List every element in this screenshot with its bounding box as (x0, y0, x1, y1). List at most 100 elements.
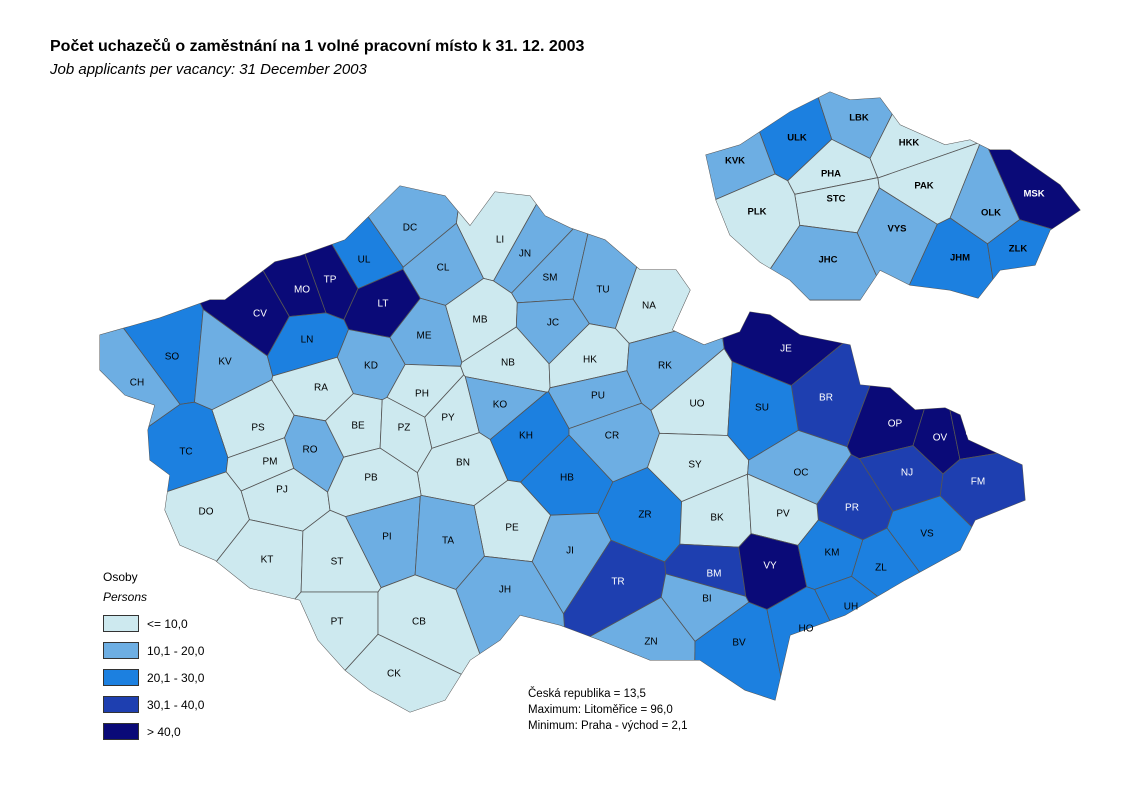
district-label: BI (702, 594, 711, 605)
district-label: PM (263, 457, 278, 468)
legend-item: <= 10,0 (103, 610, 204, 637)
district-label: PT (331, 617, 344, 628)
legend-item: 20,1 - 30,0 (103, 664, 204, 691)
district-label: KO (493, 400, 508, 411)
district-label: PJ (276, 485, 288, 496)
legend-label: 30,1 - 40,0 (147, 697, 205, 712)
district-label: CV (253, 309, 267, 320)
region-label: JHC (818, 255, 837, 266)
district-label: MO (294, 285, 310, 296)
region-label: HKK (899, 138, 920, 149)
district-label: SY (688, 460, 702, 471)
district-label: RK (658, 361, 672, 372)
district-labels: DC LI JN UL TP MO CV LT CL SM TU NA MB JC SO KV CH LN ME KD… (130, 223, 985, 680)
district-label: ZL (875, 563, 887, 574)
district-label: NJ (901, 468, 913, 479)
district-label: JN (519, 249, 531, 260)
district-label: UL (358, 255, 371, 266)
region-label: VYS (887, 224, 906, 235)
region-label: PHA (821, 169, 841, 180)
district-label: NA (642, 301, 656, 312)
district-label: KM (825, 548, 840, 559)
legend-label: 20,1 - 30,0 (147, 670, 205, 685)
region-label: PAK (914, 181, 933, 192)
legend-item: 10,1 - 20,0 (103, 637, 204, 664)
district-label: OV (933, 433, 948, 444)
legend-label: 10,1 - 20,0 (147, 643, 205, 658)
district-label: BE (351, 421, 365, 432)
map-subtitle: Job applicants per vacancy: 31 December … (50, 61, 367, 78)
district-label: BR (819, 393, 833, 404)
district-label: JH (499, 585, 511, 596)
district-label: ZN (644, 637, 657, 648)
district-label: PS (251, 423, 265, 434)
district-label: LI (496, 235, 504, 246)
district-label: ZR (638, 510, 651, 521)
district-label: KH (519, 431, 533, 442)
district-label: PU (591, 391, 605, 402)
district-label: HO (799, 624, 814, 635)
district-label: PR (845, 503, 859, 514)
district-label: UO (690, 399, 705, 410)
district-label: SM (543, 273, 558, 284)
district-label: LN (301, 335, 314, 346)
region-label: ZLK (1009, 244, 1028, 255)
district-label: OP (888, 419, 903, 430)
summary-statistics: Česká republika = 13,5 Maximum: Litoměři… (528, 686, 687, 734)
district-label: VS (920, 529, 934, 540)
region-label: LBK (849, 113, 869, 124)
region-label: STC (827, 194, 846, 205)
district-label: CR (605, 431, 619, 442)
district-label: LT (378, 299, 389, 310)
district-label: KT (261, 555, 274, 566)
district-label: TP (324, 275, 337, 286)
region-label: MSK (1023, 189, 1044, 200)
legend-item: > 40,0 (103, 718, 204, 745)
district-label: KD (364, 361, 378, 372)
map-title: Počet uchazečů o zaměstnání na 1 volné p… (50, 38, 585, 55)
district-label: SO (165, 352, 180, 363)
minimum-value: Minimum: Praha - východ = 2,1 (528, 720, 688, 732)
district-label: TU (596, 285, 609, 296)
district-label: JC (547, 318, 559, 329)
district-label: CB (412, 617, 426, 628)
district-label: MB (473, 315, 488, 326)
legend-title: Osoby (103, 570, 138, 584)
district-label: PE (505, 523, 519, 534)
district-label: PB (364, 473, 378, 484)
district-label: PI (382, 532, 391, 543)
district-uh (814, 576, 1025, 712)
district-label: PV (776, 509, 790, 520)
district-label: KV (218, 357, 232, 368)
legend-swatch (103, 669, 139, 686)
legend: Osoby Persons <= 10,0 10,1 - 20,0 20,1 -… (103, 570, 204, 745)
region-label: PLK (748, 207, 767, 218)
region-label: KVK (725, 156, 745, 167)
district-label: BN (456, 458, 470, 469)
district-label: PY (441, 413, 455, 424)
legend-label: <= 10,0 (147, 616, 188, 631)
district-pt (191, 591, 379, 712)
district-label: NB (501, 358, 515, 369)
district-label: TR (611, 577, 624, 588)
region-label: OLK (981, 208, 1001, 219)
legend-swatch (103, 696, 139, 713)
region-label: JHM (950, 253, 970, 264)
republic-average: Česká republika = 13,5 (528, 688, 646, 700)
district-label: HB (560, 473, 574, 484)
legend-item: 30,1 - 40,0 (103, 691, 204, 718)
district-label: ST (331, 557, 344, 568)
district-label: CH (130, 378, 144, 389)
district-label: CL (437, 263, 450, 274)
district-label: OC (794, 468, 809, 479)
district-label: KI (965, 427, 974, 438)
district-label: TC (179, 447, 192, 458)
district-label: CK (387, 669, 401, 680)
district-label: UH (844, 602, 858, 613)
district-label: PH (415, 389, 429, 400)
district-label: TA (442, 536, 454, 547)
district-label: ME (417, 331, 432, 342)
district-label: BM (707, 569, 722, 580)
legend-title-en: Persons (103, 590, 148, 604)
district-label: DC (403, 223, 417, 234)
